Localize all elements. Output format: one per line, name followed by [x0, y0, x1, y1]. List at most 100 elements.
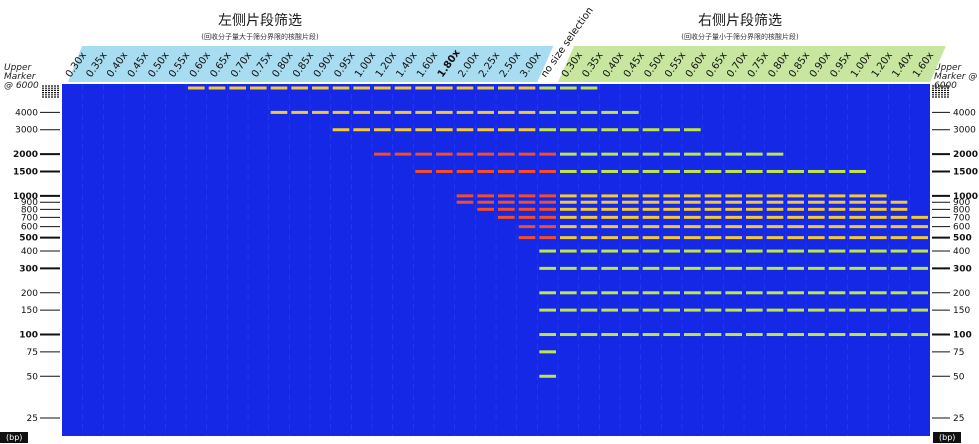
- gel-band: [704, 215, 722, 219]
- y-tick-label-left: 1000: [13, 192, 38, 202]
- gel-band: [890, 266, 908, 270]
- gel-band: [601, 200, 618, 204]
- gel-band: [828, 333, 846, 337]
- gel-band: [560, 225, 577, 229]
- gel-band: [849, 308, 866, 312]
- gel-band: [890, 200, 908, 204]
- gel-band: [291, 86, 308, 90]
- gel-band: [808, 236, 825, 240]
- gel-band: [663, 200, 680, 204]
- gel-band: [374, 128, 391, 132]
- gel-band: [890, 236, 908, 240]
- gel-band: [560, 333, 577, 337]
- y-tick-label-left: 4000: [15, 108, 38, 118]
- gel-band: [787, 291, 804, 295]
- gel-band: [828, 308, 846, 312]
- gel-band: [766, 236, 784, 240]
- gel-band: [808, 266, 825, 270]
- gel-band: [663, 236, 680, 240]
- gel-band: [539, 194, 556, 198]
- gel-band: [849, 266, 866, 270]
- gel-band: [622, 249, 639, 253]
- gel-band: [725, 266, 742, 270]
- gel-band: [518, 236, 536, 240]
- gel-band: [787, 236, 804, 240]
- gel-band: [746, 236, 763, 240]
- y-tick-label-left: 500: [19, 234, 38, 244]
- gel-band: [456, 200, 474, 204]
- y-tick-label-right: 1000: [953, 192, 978, 202]
- gel-band: [870, 291, 887, 295]
- gel-band: [849, 249, 866, 253]
- gel-band: [684, 225, 701, 229]
- gel-band: [560, 207, 577, 211]
- gel-band: [539, 308, 556, 312]
- gel-band: [539, 266, 556, 270]
- gel-band: [684, 215, 701, 219]
- gel-band: [808, 215, 825, 219]
- gel-band: [332, 128, 350, 132]
- gel-band: [374, 86, 391, 90]
- gel-band: [684, 266, 701, 270]
- gel-band: [890, 207, 908, 211]
- gel-band: [911, 333, 928, 337]
- gel-band: [353, 128, 370, 132]
- gel-band: [849, 200, 866, 204]
- gel-band: [539, 291, 556, 295]
- gel-band: [911, 291, 928, 295]
- gel-band: [539, 200, 556, 204]
- gel-band: [580, 194, 598, 198]
- gel-band: [580, 266, 598, 270]
- gel-band: [684, 194, 701, 198]
- gel-band: [663, 308, 680, 312]
- gel-band: [746, 152, 763, 156]
- gel-band: [560, 215, 577, 219]
- gel-band: [394, 86, 412, 90]
- gel-band: [560, 308, 577, 312]
- gel-band: [539, 128, 556, 132]
- gel-band: [394, 128, 412, 132]
- gel-band: [415, 86, 432, 90]
- gel-band: [539, 215, 556, 219]
- gel-band: [725, 152, 742, 156]
- gel-band: [849, 207, 866, 211]
- gel-band: [828, 225, 846, 229]
- gel-band: [580, 152, 598, 156]
- gel-band: [787, 225, 804, 229]
- y-tick-label-right: 500: [953, 234, 972, 244]
- gel-band: [477, 152, 494, 156]
- gel-band: [746, 215, 763, 219]
- gel-band: [828, 236, 846, 240]
- gel-band: [560, 128, 577, 132]
- y-tick-label-right: 600: [953, 223, 970, 233]
- gel-band: [208, 86, 226, 90]
- gel-band: [828, 194, 846, 198]
- gel-band: [766, 200, 784, 204]
- gel-band: [663, 152, 680, 156]
- gel-band: [477, 200, 494, 204]
- gel-band: [601, 225, 618, 229]
- left-title: 左侧片段筛选: [218, 13, 302, 29]
- gel-band: [539, 152, 556, 156]
- gel-band: [456, 152, 474, 156]
- bp-unit-right: (bp): [933, 432, 962, 443]
- gel-band: [725, 249, 742, 253]
- gel-band: [498, 200, 515, 204]
- gel-band: [746, 207, 763, 211]
- gel-band: [580, 291, 598, 295]
- gel-band: [456, 110, 474, 114]
- gel-band: [787, 266, 804, 270]
- gel-band: [601, 152, 618, 156]
- y-tick-label-right: 3000: [953, 126, 976, 136]
- y-tick-label-right: 50: [953, 372, 965, 382]
- gel-band: [828, 249, 846, 253]
- gel-band: [828, 200, 846, 204]
- gel-band: [725, 207, 742, 211]
- gel-band: [498, 169, 515, 173]
- gel-band: [746, 266, 763, 270]
- gel-band: [663, 249, 680, 253]
- gel-band: [601, 291, 618, 295]
- gel-band: [539, 86, 556, 90]
- gel-band: [312, 86, 329, 90]
- gel-band: [870, 249, 887, 253]
